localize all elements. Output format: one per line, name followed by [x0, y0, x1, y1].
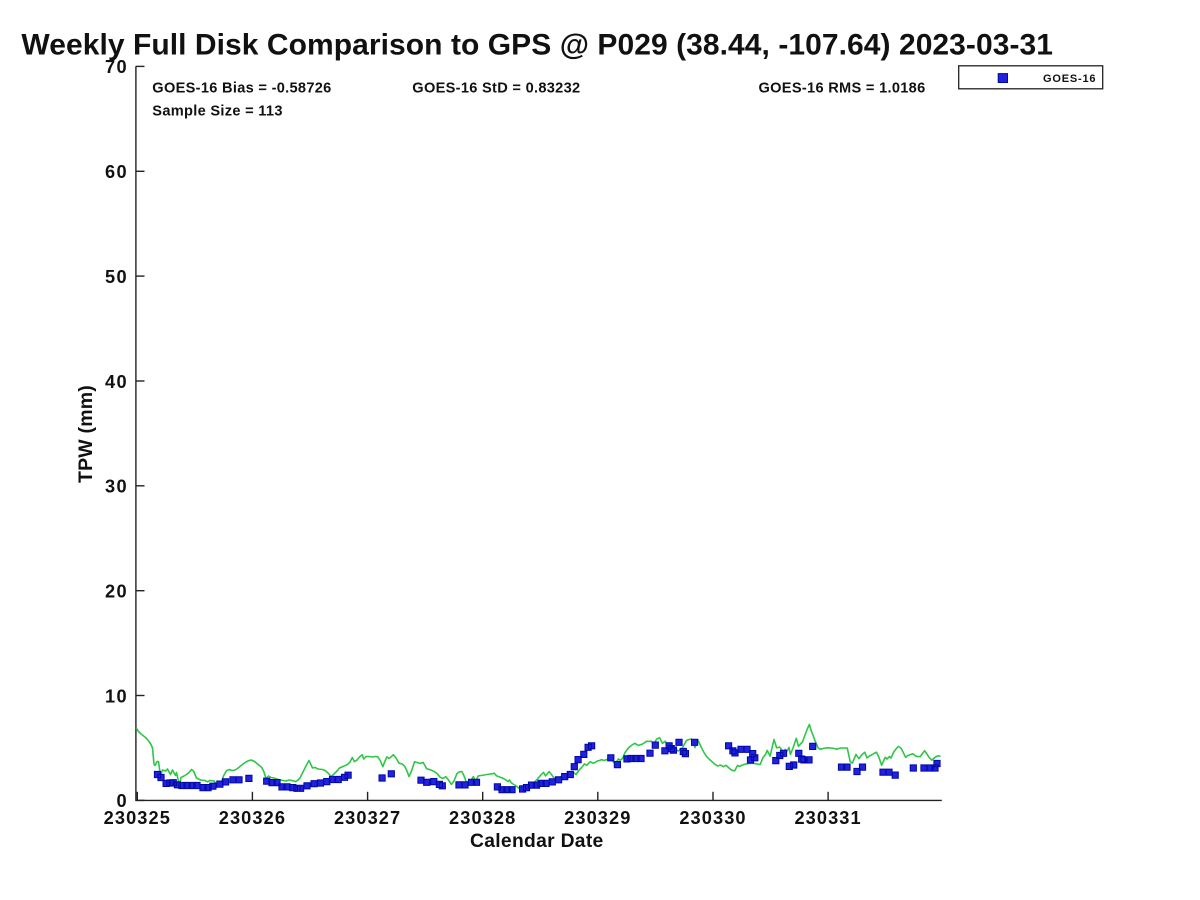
svg-text:230330: 230330 — [679, 808, 746, 828]
svg-text:230329: 230329 — [564, 808, 631, 828]
svg-text:10: 10 — [105, 686, 128, 706]
svg-text:60: 60 — [105, 162, 128, 182]
svg-text:40: 40 — [105, 372, 128, 392]
svg-text:230331: 230331 — [794, 808, 861, 828]
svg-text:GOES-16: GOES-16 — [1043, 73, 1096, 85]
svg-text:230327: 230327 — [334, 808, 401, 828]
svg-text:50: 50 — [105, 267, 128, 287]
svg-text:0: 0 — [116, 791, 128, 811]
svg-text:Weekly Full Disk Comparison to: Weekly Full Disk Comparison to GPS @ P02… — [21, 28, 1053, 61]
svg-text:70: 70 — [105, 57, 128, 77]
svg-text:GOES-16 Bias = -0.58726: GOES-16 Bias = -0.58726 — [152, 81, 331, 97]
svg-text:230325: 230325 — [104, 808, 171, 828]
svg-text:GOES-16 RMS = 1.0186: GOES-16 RMS = 1.0186 — [759, 81, 926, 97]
svg-text:TPW (mm): TPW (mm) — [75, 385, 97, 483]
svg-text:30: 30 — [105, 477, 128, 497]
svg-text:20: 20 — [105, 582, 128, 602]
svg-text:Sample Size = 113: Sample Size = 113 — [152, 104, 282, 120]
svg-text:Calendar Date: Calendar Date — [470, 831, 604, 852]
svg-text:230326: 230326 — [219, 808, 286, 828]
svg-text:GOES-16 StD = 0.83232: GOES-16 StD = 0.83232 — [412, 81, 580, 97]
svg-text:230328: 230328 — [449, 808, 516, 828]
